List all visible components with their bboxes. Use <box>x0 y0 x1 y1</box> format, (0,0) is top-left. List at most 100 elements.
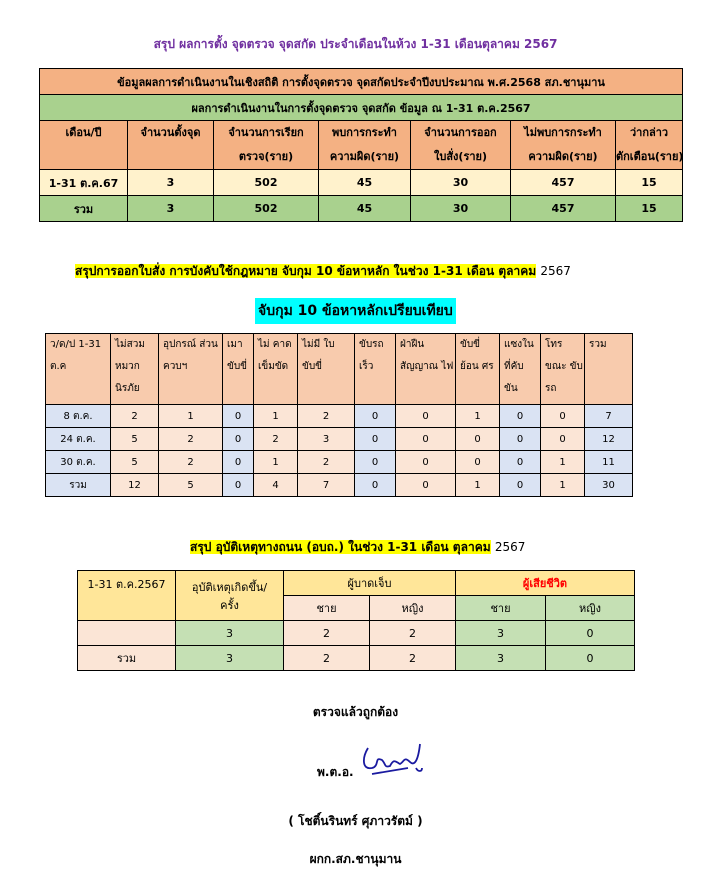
accident-table: 1-31 ต.ค.2567 อุบัติเหตุเกิดขึ้น/ครั้ง ผ… <box>77 570 635 671</box>
table-cell: 457 <box>510 169 616 196</box>
table-cell: 0 <box>499 404 541 428</box>
table-cell: รวม <box>45 473 111 497</box>
table-cell: 4 <box>253 473 298 497</box>
total-cell: 3 <box>127 195 214 222</box>
dead-header: ผู้เสียชีวิต <box>455 570 635 596</box>
header-line: จำนวนการออก <box>424 126 497 139</box>
injured-male-header: ชาย <box>283 595 370 621</box>
table-cell: 5 <box>110 427 159 451</box>
signer-position: ผกก.สภ.ชานุมาน <box>309 852 402 866</box>
table-cell: 0 <box>222 404 254 428</box>
table-cell: 2 <box>369 645 456 671</box>
table-cell: 30 <box>584 473 633 497</box>
column-header: จำนวนการเรียกตรวจ(ราย) <box>213 120 319 170</box>
header-line: ใบสั่ง(ราย) <box>433 150 488 163</box>
column-header: อุปกรณ์ ส่วนควบฯ <box>158 333 223 405</box>
total-cell: 30 <box>410 195 511 222</box>
table-cell: 2 <box>110 404 159 428</box>
column-header: ฝ่าฝืน สัญญาณ ไฟ <box>395 333 456 405</box>
table-cell: 1 <box>455 473 500 497</box>
table-cell: 0 <box>540 427 585 451</box>
table2-header-row: ว/ด/ป 1-31 ต.ค ไม่สวม หมวก นิรภัย อุปกรณ์ … <box>45 333 633 405</box>
table-cell: 2 <box>158 427 223 451</box>
table-cell: 30 <box>410 169 511 196</box>
table-cell: 12 <box>110 473 159 497</box>
table-cell: 2 <box>297 404 355 428</box>
period-header: 1-31 ต.ค.2567 <box>77 570 176 621</box>
total-cell: 502 <box>213 195 319 222</box>
table-cell: 1 <box>540 473 585 497</box>
table-row: 24 ต.ค. 5 2 0 2 3 0 0 0 0 0 12 <box>45 427 633 451</box>
table-cell: 7 <box>584 404 633 428</box>
table-cell: 0 <box>354 427 396 451</box>
column-header: ไม่มี ใบขับขี่ <box>297 333 355 405</box>
table-cell: 1 <box>253 404 298 428</box>
injured-female-header: หญิง <box>369 595 456 621</box>
table-cell: 0 <box>395 473 456 497</box>
table-row: 1-31 ต.ค.67 3 502 45 30 457 15 <box>39 169 684 196</box>
header-line: เดือน/ปี <box>65 126 102 139</box>
header-line: จำนวนการเรียก <box>228 126 304 139</box>
total-row: รวม 3 2 2 3 0 <box>77 645 635 671</box>
table-cell: 5 <box>110 450 159 474</box>
dead-female-header: หญิง <box>545 595 635 621</box>
total-row: รวม 3 502 45 30 457 15 <box>39 195 684 222</box>
table-cell: 1 <box>455 404 500 428</box>
column-header: ไม่พบการกระทำความผิด(ราย) <box>510 120 616 170</box>
table-cell: 1 <box>253 450 298 474</box>
table-cell: 2 <box>297 450 355 474</box>
table-cell: 11 <box>584 450 633 474</box>
table-cell: 2 <box>369 620 456 646</box>
table-cell: 0 <box>545 645 635 671</box>
table-cell: 0 <box>545 620 635 646</box>
table-cell: 0 <box>499 427 541 451</box>
table-cell: 502 <box>213 169 319 196</box>
total-cell: รวม <box>39 195 128 222</box>
column-header: ขับขี่ ย้อน ศร <box>455 333 500 405</box>
table1-title: ข้อมูลผลการดำเนินงานในเชิงสถิติ การตั้งจ… <box>38 68 684 95</box>
table-cell: 0 <box>540 404 585 428</box>
table-cell: 45 <box>318 169 411 196</box>
injured-header: ผู้บาดเจ็บ <box>283 570 456 596</box>
table-cell: 5 <box>158 473 223 497</box>
table-cell: 3 <box>455 645 546 671</box>
table-cell: 0 <box>455 450 500 474</box>
dead-male-header: ชาย <box>455 595 546 621</box>
header-line: จำนวนตั้งจุด <box>140 126 201 139</box>
header-line: ตักเตือน(ราย) <box>616 150 683 163</box>
column-header: โทร ขณะ ขับรถ <box>540 333 585 405</box>
table-cell: 0 <box>395 404 456 428</box>
verified-text: ตรวจแล้วถูกต้อง <box>312 705 399 719</box>
table-cell <box>77 620 176 646</box>
header-line: พบการกระทำ <box>332 126 397 139</box>
header-line: ว่ากล่าว <box>629 126 669 139</box>
column-header: ว่ากล่าวตักเตือน(ราย) <box>614 120 684 170</box>
table-cell: 0 <box>499 450 541 474</box>
table-cell: 0 <box>354 404 396 428</box>
column-header: เมา ขับขี่ <box>222 333 254 405</box>
column-header: จำนวนการออกใบสั่ง(ราย) <box>410 120 511 170</box>
header-line: ไม่พบการกระทำ <box>524 126 602 139</box>
table-cell: 2 <box>253 427 298 451</box>
header-line: ความผิด(ราย) <box>329 150 400 163</box>
violations-table: ว/ด/ป 1-31 ต.ค ไม่สวม หมวก นิรภัย อุปกรณ์ … <box>45 333 633 497</box>
total-cell: 45 <box>318 195 411 222</box>
column-header: ไม่สวม หมวก นิรภัย <box>110 333 159 405</box>
header-line: ตรวจ(ราย) <box>238 150 294 163</box>
accidents-header: อุบัติเหตุเกิดขึ้น/ครั้ง <box>175 570 284 621</box>
table-cell: 0 <box>222 473 254 497</box>
total-row: รวม 12 5 0 4 7 0 0 1 0 1 30 <box>45 473 633 497</box>
table-cell: 1 <box>158 404 223 428</box>
table-cell: 3 <box>297 427 355 451</box>
header-line: ความผิด(ราย) <box>528 150 598 163</box>
total-cell: 15 <box>614 195 684 222</box>
table-cell: 0 <box>455 427 500 451</box>
table-cell: 3 <box>175 620 284 646</box>
signer-name: ( โชติ์นรินทร์ ศุภาวรัตม์ ) <box>288 814 423 828</box>
table-cell: 0 <box>354 450 396 474</box>
column-header: ว/ด/ป 1-31 ต.ค <box>45 333 111 405</box>
table-cell: 2 <box>283 620 370 646</box>
column-header: เดือน/ปี <box>39 120 128 170</box>
